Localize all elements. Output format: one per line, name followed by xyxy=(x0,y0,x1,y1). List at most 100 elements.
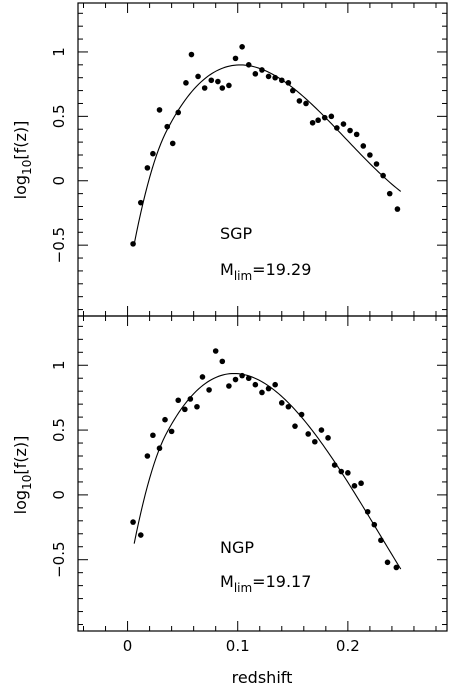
ylabel-sub-bottom: 10 xyxy=(20,475,34,490)
data-point xyxy=(183,80,189,86)
data-point xyxy=(206,387,212,393)
data-point xyxy=(328,113,335,120)
data-point xyxy=(386,190,393,197)
mlim-value-top: =19.29 xyxy=(252,260,311,279)
data-points-bottom xyxy=(130,348,400,571)
data-point xyxy=(137,199,144,206)
data-point xyxy=(156,445,163,452)
data-point xyxy=(325,435,331,441)
y-tick-label: 0.5 xyxy=(50,418,68,442)
data-point xyxy=(156,107,163,113)
data-point xyxy=(289,87,296,94)
data-point xyxy=(371,521,378,528)
x-tick-label: 0 xyxy=(123,637,133,655)
panel-ngp: −0.5 0 0.5 1 0 0.1 0.2 NGP Mlim=19.17 log10[f… xyxy=(11,315,448,687)
ylabel-prefix-bottom: log xyxy=(11,490,30,514)
data-point xyxy=(215,78,221,85)
data-point xyxy=(384,559,391,566)
data-point xyxy=(150,150,156,157)
data-point xyxy=(239,43,245,50)
data-point xyxy=(312,438,318,445)
mlim-value-bottom: =19.17 xyxy=(252,572,311,591)
y-tick-label: 1 xyxy=(50,360,68,370)
data-point xyxy=(212,348,219,354)
data-point xyxy=(226,383,232,389)
data-point xyxy=(345,470,351,476)
mlim-sub-bottom: lim xyxy=(234,581,252,595)
data-point xyxy=(338,468,345,475)
mlim-sub-top: lim xyxy=(234,269,252,283)
data-point xyxy=(175,109,182,116)
data-point xyxy=(393,564,400,571)
data-point xyxy=(265,385,272,392)
data-point xyxy=(252,381,259,388)
ticks-bottom xyxy=(78,316,447,631)
data-point xyxy=(303,100,309,107)
data-point xyxy=(373,161,380,167)
data-point xyxy=(347,127,353,134)
data-point xyxy=(378,537,384,544)
data-point xyxy=(380,172,386,179)
data-point xyxy=(309,119,316,126)
y-axis-label-bottom: log10[f(z)] xyxy=(11,436,34,515)
data-point xyxy=(245,375,252,382)
data-point xyxy=(318,427,325,433)
data-point xyxy=(272,381,278,388)
data-point xyxy=(358,480,364,487)
data-point xyxy=(321,114,328,121)
mlim-prefix-top: M xyxy=(220,260,234,279)
ylabel-rest-top: [f(z)] xyxy=(11,121,30,160)
fit-curve-top xyxy=(133,64,402,245)
annotation-label-sgp: SGP xyxy=(220,224,253,243)
data-point xyxy=(182,406,188,413)
data-point xyxy=(278,77,285,84)
data-point xyxy=(259,67,265,73)
data-point xyxy=(315,117,321,124)
data-point xyxy=(265,73,272,80)
x-tick-label: 0.1 xyxy=(226,637,250,655)
x-tick-labels-bottom: 0 0.1 0.2 xyxy=(123,637,360,655)
data-point xyxy=(219,85,226,91)
data-point xyxy=(360,143,367,149)
data-point xyxy=(285,80,292,86)
data-point xyxy=(188,51,195,58)
annotation-mlim-sgp: Mlim=19.29 xyxy=(220,260,311,283)
x-axis-label: redshift xyxy=(232,668,293,687)
data-point xyxy=(195,73,201,80)
data-point xyxy=(285,403,292,410)
data-point xyxy=(296,98,303,104)
data-point xyxy=(187,396,194,402)
y-tick-label: 0.5 xyxy=(50,104,68,128)
data-point xyxy=(272,74,278,81)
data-point xyxy=(137,532,144,538)
panel-sgp: −0.5 0 0.5 1 SGP Mlim=19.29 log10[f(z)] xyxy=(11,2,448,317)
annotation-label-ngp: NGP xyxy=(220,538,254,557)
data-point xyxy=(164,123,171,130)
data-point xyxy=(144,165,151,171)
y-tick-label: 1 xyxy=(50,47,68,57)
y-tick-labels-bottom: −0.5 0 0.5 1 xyxy=(50,360,68,577)
data-point xyxy=(169,140,176,147)
x-tick-label: 0.2 xyxy=(336,637,360,655)
data-point xyxy=(245,62,252,68)
data-point xyxy=(334,125,340,131)
data-point xyxy=(130,519,136,525)
data-point xyxy=(232,55,239,62)
data-point xyxy=(305,431,312,437)
data-point xyxy=(292,423,298,429)
data-point xyxy=(199,374,206,380)
data-point xyxy=(278,400,285,406)
data-point xyxy=(150,432,156,439)
plot-frame-bottom xyxy=(77,315,448,632)
data-point xyxy=(232,376,239,383)
ylabel-prefix-top: log xyxy=(11,175,30,199)
y-tick-labels-top: −0.5 0 0.5 1 xyxy=(50,47,68,263)
data-point xyxy=(144,453,151,459)
data-point xyxy=(394,206,401,212)
ticks-top xyxy=(78,3,447,316)
ylabel-sub-top: 10 xyxy=(20,160,34,175)
y-tick-label: 0 xyxy=(50,176,68,186)
data-point xyxy=(194,403,200,410)
data-point xyxy=(130,241,136,247)
